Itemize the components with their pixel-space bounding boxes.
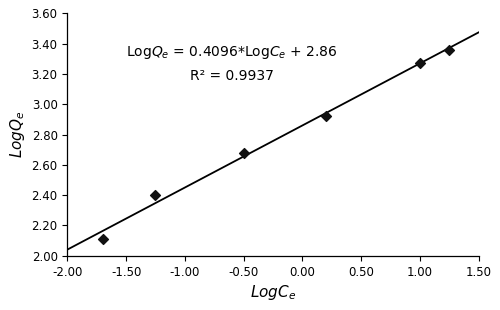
Text: R² = 0.9937: R² = 0.9937	[190, 69, 274, 83]
Point	[446, 47, 454, 52]
Point	[152, 193, 160, 198]
Point	[322, 114, 330, 119]
Text: Log$Q_e$ = 0.4096*Log$C_e$ + 2.86: Log$Q_e$ = 0.4096*Log$C_e$ + 2.86	[126, 44, 338, 61]
X-axis label: Log$C_e$: Log$C_e$	[250, 283, 296, 302]
Point	[98, 237, 106, 241]
Point	[416, 61, 424, 66]
Point	[240, 150, 248, 155]
Y-axis label: Log$Q_e$: Log$Q_e$	[8, 111, 28, 158]
